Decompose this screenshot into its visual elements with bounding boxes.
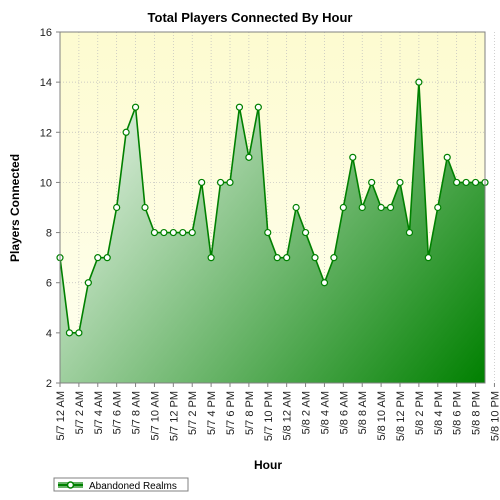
y-tick-label: 16: [40, 27, 52, 39]
x-tick-label: 5/7 4 AM: [93, 391, 105, 434]
y-tick-label: 10: [40, 177, 52, 189]
data-point: [198, 178, 206, 187]
data-point: [443, 153, 451, 161]
x-tick-label: 5/8 8 PM: [471, 391, 483, 435]
y-tick-label: 14: [40, 77, 52, 89]
data-point: [160, 228, 168, 237]
data-point: [254, 103, 262, 111]
data-point: [368, 178, 376, 187]
x-tick-label: 5/7 8 PM: [244, 391, 256, 435]
data-point: [131, 103, 140, 111]
data-point: [453, 178, 461, 187]
y-axis-title: Players Connected: [8, 154, 22, 262]
series-line: [59, 81, 485, 334]
data-point: [377, 203, 385, 212]
x-tick-label: 5/7 10 AM: [149, 391, 161, 441]
data-point: [424, 254, 432, 262]
data-point: [471, 178, 480, 187]
x-tick-label: 5/7 6 PM: [225, 391, 237, 435]
x-tick-label: 5/7 8 AM: [131, 391, 143, 434]
data-point: [292, 203, 300, 212]
data-point: [283, 254, 291, 262]
data-point: [122, 128, 130, 136]
x-tick-label: 5/8 8 AM: [357, 391, 369, 434]
data-point: [113, 203, 121, 212]
data-point: [150, 228, 159, 237]
legend-box: [53, 477, 189, 492]
data-point: [349, 153, 357, 161]
data-point: [358, 203, 366, 212]
data-point: [94, 254, 102, 262]
legend-label: Abandoned Realms: [89, 481, 177, 492]
data-point: [169, 228, 177, 237]
data-point: [462, 178, 470, 187]
data-point: [84, 279, 92, 287]
x-tick-label: 5/8 6 AM: [338, 391, 350, 434]
x-axis-title: Hour: [254, 458, 282, 472]
x-tick-label: 5/7 10 PM: [263, 391, 275, 441]
x-tick-label: 5/7 4 PM: [206, 391, 218, 435]
data-point: [330, 254, 338, 262]
data-point: [339, 203, 347, 212]
data-point: [301, 228, 310, 237]
data-point: [386, 203, 395, 212]
x-tick-label: 5/8 4 PM: [433, 391, 445, 435]
x-tick-label: 5/8 2 PM: [414, 391, 426, 435]
data-point: [75, 329, 83, 337]
y-tick-label: 8: [46, 228, 52, 240]
data-point: [207, 254, 215, 262]
legend-marker-icon: [66, 481, 75, 489]
data-point: [264, 228, 272, 237]
data-point: [320, 279, 329, 287]
data-point: [188, 228, 196, 237]
y-tick-label: 2: [46, 378, 52, 390]
x-tick-label: 5/8 6 PM: [452, 391, 464, 435]
data-point: [273, 254, 281, 262]
x-tick-label: 5/7 2 AM: [74, 391, 86, 434]
data-point: [216, 178, 225, 187]
data-point: [415, 78, 423, 86]
x-tick-label: 5/7 2 PM: [187, 391, 199, 435]
data-point: [65, 329, 74, 337]
y-tick-label: 12: [40, 127, 52, 139]
data-point: [103, 254, 111, 262]
x-tick-label: 5/8 12 PM: [395, 391, 407, 441]
data-point: [396, 178, 404, 187]
x-tick-label: 5/8 4 AM: [319, 391, 331, 434]
x-tick-label: 5/8 2 AM: [301, 391, 313, 434]
x-tick-label: 5/7 12 PM: [168, 391, 180, 441]
x-tick-label: 5/8 10 PM: [489, 391, 500, 441]
x-tick-label: 5/8 10 AM: [376, 391, 388, 441]
y-tick-label: 6: [46, 278, 52, 290]
plot-border: [59, 31, 486, 384]
series-area: [60, 82, 485, 384]
chart-title: Total Players Connected By Hour: [148, 10, 353, 25]
data-point: [226, 178, 234, 187]
legend: Abandoned Realms: [53, 477, 189, 492]
x-tick-label: 5/8 12 AM: [282, 391, 294, 441]
x-tick-label: 5/7 12 AM: [55, 391, 67, 441]
plot-area: 2 4 6 8 10 12 14 16 5/7 12 AM 5/7 2 AM 5/7 4 AM 5/7…: [40, 27, 500, 441]
data-point: [141, 203, 149, 212]
x-tick-label: 5/7 6 AM: [112, 391, 124, 434]
data-point: [311, 254, 319, 262]
data-point: [245, 153, 253, 161]
data-point: [405, 228, 414, 237]
data-point: [235, 103, 244, 111]
y-tick-label: 4: [46, 328, 52, 340]
data-point: [179, 228, 187, 237]
data-point: [434, 203, 442, 212]
